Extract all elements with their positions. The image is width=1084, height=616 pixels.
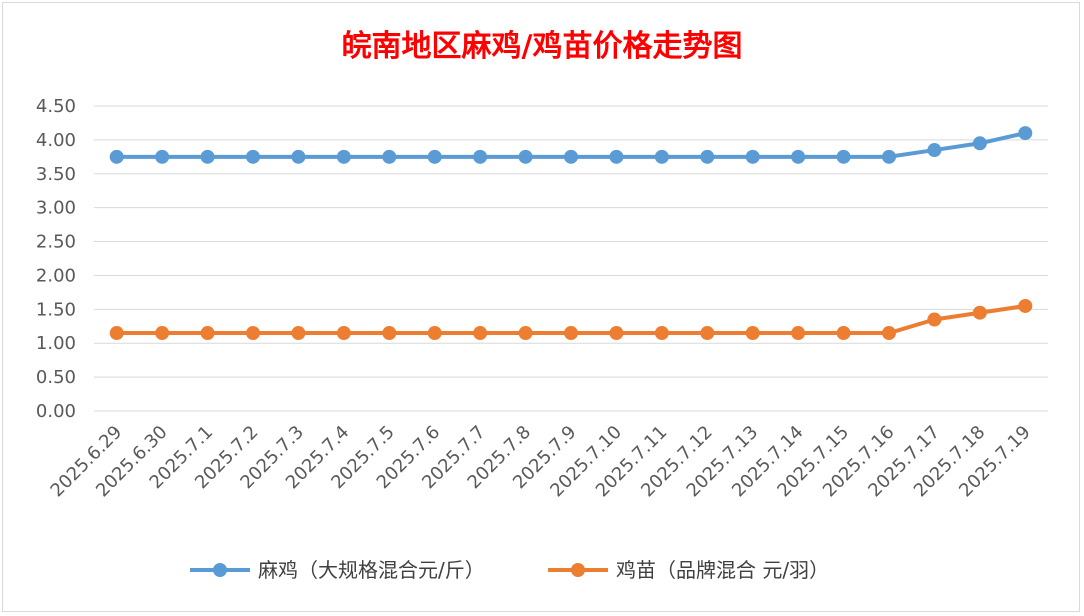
y-tick-label: 0.50 bbox=[36, 367, 76, 388]
data-point bbox=[291, 326, 306, 341]
series-group bbox=[109, 126, 1033, 341]
data-point bbox=[336, 149, 351, 164]
series-1 bbox=[109, 126, 1033, 164]
data-point bbox=[745, 326, 760, 341]
y-axis-ticks: 0.00 0.50 1.00 1.50 2.00 2.50 3.00 3.50 4.00 4.50 bbox=[36, 96, 76, 422]
data-point bbox=[109, 149, 124, 164]
legend: 麻鸡（大规格混合元/斤） 鸡苗（品牌混合 元/羽） bbox=[190, 558, 829, 582]
data-point bbox=[200, 326, 215, 341]
data-point bbox=[382, 326, 397, 341]
y-tick-label: 3.50 bbox=[36, 164, 76, 185]
data-point bbox=[427, 149, 442, 164]
y-tick-label: 0.00 bbox=[36, 401, 76, 422]
series-2 bbox=[109, 298, 1033, 341]
data-point bbox=[427, 326, 442, 341]
data-point bbox=[609, 326, 624, 341]
data-point bbox=[109, 326, 124, 341]
data-point bbox=[836, 149, 851, 164]
data-point bbox=[473, 149, 488, 164]
data-point bbox=[155, 149, 170, 164]
data-point bbox=[1018, 298, 1033, 313]
y-tick-label: 4.00 bbox=[36, 130, 76, 151]
data-point bbox=[518, 149, 533, 164]
y-tick-label: 1.00 bbox=[36, 333, 76, 354]
data-point bbox=[882, 326, 896, 341]
data-point bbox=[972, 136, 987, 151]
data-point bbox=[609, 149, 624, 164]
y-tick-label: 2.50 bbox=[36, 232, 76, 253]
data-point bbox=[291, 149, 306, 164]
data-point bbox=[882, 149, 896, 164]
data-point bbox=[927, 312, 942, 327]
y-tick-label: 2.00 bbox=[36, 265, 76, 286]
legend-marker bbox=[213, 563, 227, 577]
data-point bbox=[654, 326, 669, 341]
x-axis-ticks: 2025.6.292025.6.302025.7.12025.7.22025.7… bbox=[47, 422, 1035, 502]
data-point bbox=[745, 149, 760, 164]
data-point bbox=[1018, 126, 1033, 141]
data-point bbox=[700, 149, 715, 164]
data-point bbox=[564, 149, 578, 164]
y-tick-label: 1.50 bbox=[36, 299, 76, 320]
y-tick-label: 3.00 bbox=[36, 198, 76, 219]
data-point bbox=[336, 326, 351, 341]
data-point bbox=[518, 326, 533, 341]
y-tick-label: 4.50 bbox=[36, 96, 76, 117]
data-point bbox=[927, 143, 942, 158]
chart-title: 皖南地区麻鸡/鸡苗价格走势图 bbox=[342, 29, 743, 64]
data-point bbox=[791, 326, 806, 341]
data-point bbox=[836, 326, 851, 341]
data-point bbox=[155, 326, 170, 341]
data-point bbox=[246, 149, 260, 164]
legend-label: 麻鸡（大规格混合元/斤） bbox=[258, 558, 485, 582]
gridlines bbox=[94, 105, 1048, 412]
legend-marker bbox=[571, 563, 585, 577]
data-point bbox=[200, 149, 215, 164]
data-point bbox=[473, 326, 488, 341]
data-point bbox=[382, 149, 397, 164]
data-point bbox=[654, 149, 669, 164]
data-point bbox=[700, 326, 715, 341]
data-point bbox=[791, 149, 806, 164]
data-point bbox=[246, 326, 260, 341]
legend-label: 鸡苗（品牌混合 元/羽） bbox=[616, 558, 829, 582]
data-point bbox=[564, 326, 578, 341]
data-point bbox=[972, 305, 987, 320]
